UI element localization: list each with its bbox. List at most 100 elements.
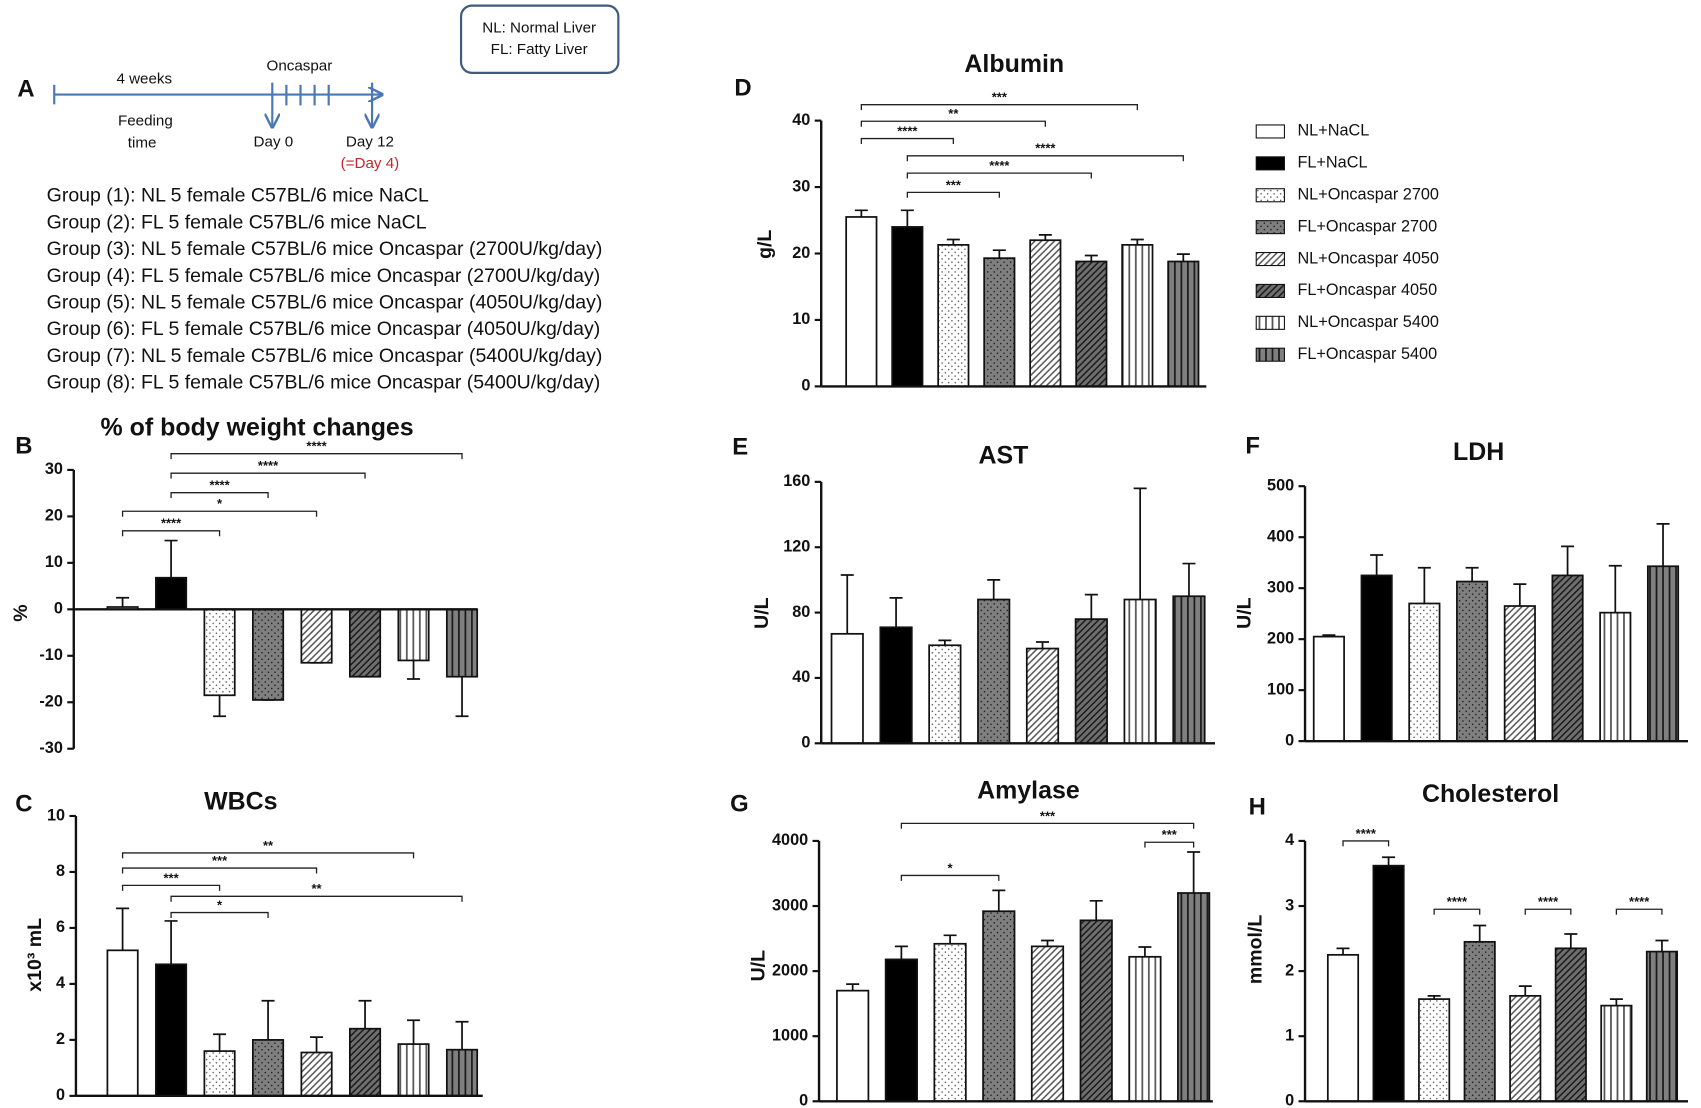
y-tick-label: 30	[792, 177, 810, 195]
significance-label: ****	[1447, 894, 1468, 909]
significance-bracket	[1524, 908, 1572, 915]
bar	[1029, 239, 1062, 388]
legend-swatch	[1255, 283, 1285, 298]
y-axis-label: U/L	[748, 950, 770, 982]
bar	[1177, 892, 1211, 1103]
bar	[252, 608, 285, 701]
error-bar	[455, 1020, 469, 1050]
error-bar	[987, 579, 1001, 600]
bar	[1312, 635, 1345, 742]
significance-bracket	[170, 472, 366, 479]
bar	[1030, 945, 1065, 1103]
significance-bracket	[170, 895, 463, 902]
significance-bracket	[121, 867, 318, 874]
significance-bracket	[170, 492, 269, 499]
bar	[977, 598, 1011, 745]
chart-title: LDH	[1453, 438, 1504, 466]
timeline-note: (=Day 4)	[341, 155, 400, 172]
y-tick-label: 40	[792, 668, 810, 686]
error-bar	[261, 999, 275, 1040]
significance-bracket	[121, 884, 221, 891]
bar	[300, 1051, 333, 1097]
y-axis-label: g/L	[754, 230, 776, 259]
significance-bracket	[900, 874, 1000, 881]
y-tick-label: 1000	[772, 1027, 808, 1045]
bar	[1418, 998, 1451, 1103]
bar	[1554, 947, 1587, 1103]
y-axis-label: x10³ mL	[24, 918, 46, 992]
legend-label: NL+Oncaspar 4050	[1297, 249, 1439, 267]
error-bar	[407, 1019, 421, 1045]
significance-label: ***	[992, 90, 1008, 105]
y-axis-label: %	[10, 604, 32, 621]
bar	[1128, 955, 1162, 1103]
group-line: Group (6): FL 5 female C57BL/6 mice Onca…	[47, 318, 601, 340]
chart-title: Cholesterol	[1422, 780, 1559, 808]
error-bar	[1038, 234, 1052, 241]
error-bar	[164, 920, 178, 965]
significance-label: ****	[897, 123, 918, 138]
y-axis-label: U/L	[1234, 597, 1256, 629]
significance-label: *	[217, 897, 223, 912]
y-tick-label: 2	[1285, 961, 1294, 979]
legend-swatch	[1255, 315, 1285, 330]
chart-title: AST	[979, 442, 1029, 470]
y-tick-label: 400	[1267, 527, 1294, 545]
panel-letter: H	[1249, 794, 1266, 821]
timeline-label: Feeding	[118, 113, 173, 130]
bar	[348, 608, 382, 678]
y-tick-label: 4	[56, 974, 65, 992]
significance-bracket	[121, 530, 221, 537]
bar	[445, 608, 479, 678]
significance-label: ***	[163, 870, 179, 885]
legend-swatch	[1255, 156, 1285, 171]
significance-bracket	[170, 911, 269, 918]
note-text: NL: Normal Liver	[482, 19, 596, 36]
legend-swatch	[1255, 220, 1285, 235]
chart-title: % of body weight changes	[101, 413, 414, 441]
legend-label: NL+Oncaspar 5400	[1297, 313, 1439, 331]
bar	[879, 626, 913, 745]
y-tick-label: 4	[1285, 831, 1294, 849]
y-axis-label: U/L	[751, 597, 773, 629]
legend-swatch	[1255, 347, 1285, 362]
y-tick-label: 20	[792, 244, 810, 262]
panel-letter: D	[734, 74, 751, 101]
y-tick-label: 500	[1267, 476, 1294, 494]
significance-bracket	[900, 822, 1195, 829]
timeline-label: Oncaspar	[267, 57, 333, 74]
error-bar	[900, 209, 914, 227]
legend-swatch	[1255, 124, 1285, 139]
panel-letter: C	[15, 790, 32, 817]
y-tick-label: 120	[783, 538, 810, 556]
error-bar	[1040, 939, 1055, 947]
error-bar	[1336, 947, 1350, 955]
legend-swatch	[1255, 188, 1285, 203]
y-tick-label: 200	[1267, 629, 1294, 647]
error-bar	[992, 889, 1006, 912]
group-line: Group (3): NL 5 female C57BL/6 mice Onca…	[47, 238, 603, 260]
error-bar	[358, 999, 372, 1029]
bar	[1503, 605, 1536, 742]
bar	[1121, 243, 1154, 388]
bar	[203, 608, 236, 697]
error-bar	[1609, 998, 1623, 1006]
bar	[348, 1027, 382, 1097]
timeline-label: 4 weeks	[116, 70, 172, 87]
error-bar	[116, 596, 130, 608]
bar	[203, 1050, 236, 1097]
error-bar	[1417, 566, 1431, 604]
bar	[155, 963, 188, 1097]
significance-bracket	[121, 510, 318, 517]
error-bar	[1473, 924, 1487, 942]
significance-bracket	[860, 104, 1138, 111]
error-bar	[1518, 985, 1532, 996]
panel-letter: G	[730, 790, 749, 817]
significance-bracket	[906, 155, 1184, 162]
y-tick-label: -10	[39, 646, 63, 664]
error-bar	[1187, 851, 1201, 894]
y-tick-label: 10	[45, 553, 63, 571]
y-tick-label: 8	[56, 862, 65, 880]
bar	[983, 257, 1016, 388]
